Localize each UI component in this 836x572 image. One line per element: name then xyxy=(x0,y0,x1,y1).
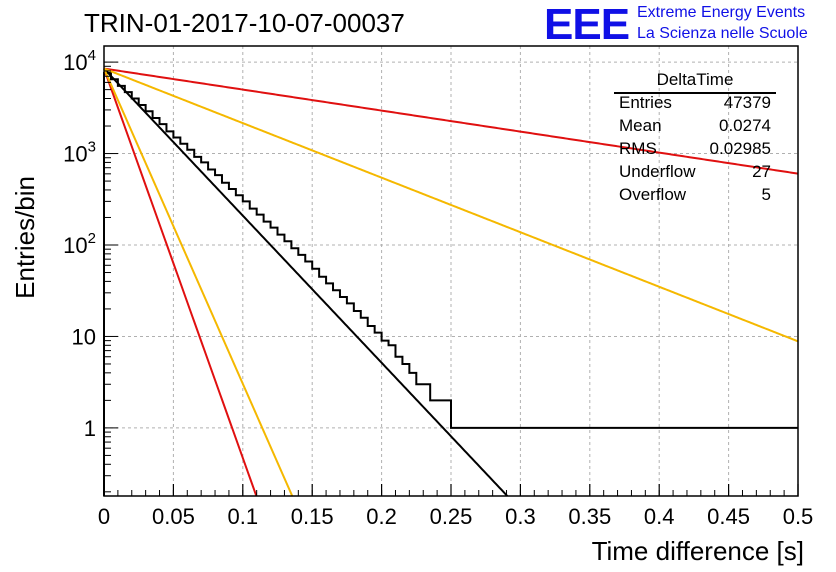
fit-curve xyxy=(103,67,799,343)
x-tick-label: 0.4 xyxy=(644,504,675,529)
x-tick-label: 0.05 xyxy=(152,504,195,529)
logo-mark: EEE xyxy=(544,0,630,49)
stats-label: RMS xyxy=(619,139,657,158)
axes xyxy=(103,45,799,497)
stats-box: DeltaTime Entries 47379 Mean 0.0274 RMS … xyxy=(614,70,776,208)
stats-row: Underflow 27 xyxy=(619,162,771,184)
x-tick-label: 0.1 xyxy=(228,504,259,529)
stats-row: RMS 0.02985 xyxy=(619,139,771,161)
stats-divider xyxy=(614,92,776,94)
stats-row: Overflow 5 xyxy=(619,185,771,207)
y-tick-label: 1 xyxy=(84,416,96,441)
stats-label: Underflow xyxy=(619,162,696,181)
y-tick-label: 103 xyxy=(63,139,96,167)
stats-label: Mean xyxy=(619,116,662,135)
eee-logo: EEE Extreme Energy Events La Scienza nel… xyxy=(544,0,836,49)
y-axis-label: Entries/bin xyxy=(10,176,40,299)
stats-value: 0.02985 xyxy=(709,139,771,158)
x-tick-label: 0.2 xyxy=(366,504,397,529)
stats-row: Mean 0.0274 xyxy=(619,116,771,138)
x-tick-label: 0.45 xyxy=(707,504,750,529)
grid xyxy=(104,46,798,496)
fit-curve xyxy=(103,67,509,497)
stats-value: 27 xyxy=(752,162,771,181)
stats-value: 0.0274 xyxy=(719,116,771,135)
x-tick-label: 0.25 xyxy=(430,504,473,529)
logo-line-2: La Scienza nelle Scuole xyxy=(637,25,808,42)
tick-labels: 0 0.05 0.1 0.15 0.2 0.25 0.3 0.35 0.4 0.45 0.5 1 10 1… xyxy=(63,47,813,529)
histogram-outline xyxy=(103,72,798,496)
histogram xyxy=(103,72,798,496)
y-tick-label: 102 xyxy=(63,230,96,258)
x-axis-label: Time difference [s] xyxy=(592,536,804,566)
x-tick-label: 0.35 xyxy=(568,504,611,529)
run-title: TRIN-01-2017-10-07-00037 xyxy=(84,8,405,38)
logo-line-1: Extreme Energy Events xyxy=(637,4,806,21)
x-tick-label: 0.3 xyxy=(505,504,536,529)
stats-title: DeltaTime xyxy=(656,70,734,89)
stats-label: Entries xyxy=(619,93,672,112)
fit-curve xyxy=(103,68,258,497)
stats-label: Overflow xyxy=(619,185,687,204)
y-tick-label: 104 xyxy=(63,47,96,75)
y-tick-label: 10 xyxy=(72,324,96,349)
fit-curves xyxy=(103,67,799,497)
x-tick-label: 0 xyxy=(98,504,110,529)
x-tick-label: 0.15 xyxy=(291,504,334,529)
stats-row: Entries 47379 xyxy=(619,93,771,115)
x-tick-label: 0.5 xyxy=(783,504,814,529)
stats-value: 47379 xyxy=(723,93,771,112)
fit-curve xyxy=(103,67,799,175)
stats-value: 5 xyxy=(761,185,771,204)
fit-curve xyxy=(103,68,294,497)
